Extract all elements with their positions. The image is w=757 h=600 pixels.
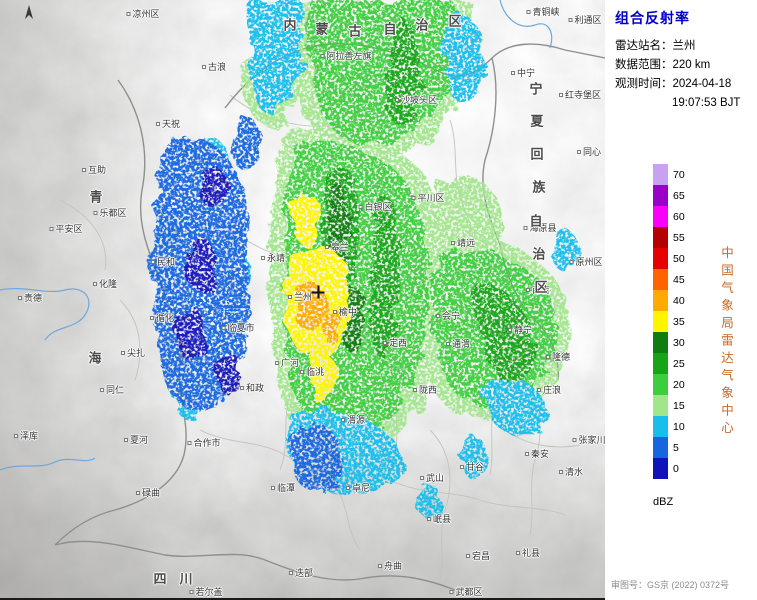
legend-swatch-45dbz: [653, 269, 668, 290]
radar-echo-40dbz: [322, 307, 341, 343]
legend-value: 5: [673, 441, 679, 454]
legend-value: 70: [673, 168, 685, 181]
legend-swatch-10dbz: [653, 416, 668, 437]
radar-echo-0dbz: [175, 307, 206, 359]
radar-echo-30dbz: [329, 183, 350, 264]
legend-value: 30: [673, 336, 685, 349]
north-arrow-icon: [25, 5, 33, 19]
map-approval-number: 审图号：GS京 (2022) 0372号: [611, 580, 730, 590]
legend-value: 20: [673, 378, 685, 391]
legend-row-50dbz: 50: [653, 248, 685, 269]
legend-value: 15: [673, 399, 685, 412]
legend-row-60dbz: 60: [653, 206, 685, 227]
radar-map: 凉州区 古浪 阿拉善左旗 青铜峡 利通区 中宁 红寺堡区 沙坡头区 同心 天祝 互助 乐都区 平安区 民和…: [0, 0, 605, 600]
obs-clock-value: 19:07:53 BJT: [672, 97, 741, 109]
product-title: 组合反射率: [615, 10, 690, 26]
legend-row-30dbz: 30: [653, 332, 685, 353]
radar-echo-0dbz: [216, 352, 242, 394]
legend-row-0dbz: 0: [653, 458, 685, 479]
legend-swatch-60dbz: [653, 206, 668, 227]
legend-row-15dbz: 15: [653, 395, 685, 416]
rivers: [0, 0, 553, 471]
legend-row-5dbz: 5: [653, 437, 685, 458]
radar-echo-25dbz: [371, 194, 400, 360]
legend-swatch-35dbz: [653, 311, 668, 332]
legend-row-55dbz: 55: [653, 227, 685, 248]
radar-echo-5dbz: [290, 421, 343, 493]
radar-echo-0dbz: [201, 167, 227, 209]
legend-row-10dbz: 10: [653, 416, 685, 437]
legend-swatch-55dbz: [653, 227, 668, 248]
obs-date-value: 2024-04-18: [672, 78, 732, 90]
station-name-label: 雷达站名：: [615, 40, 673, 52]
data-range-label: 数据范围：: [615, 59, 673, 71]
product-info: 雷达站名：兰州 数据范围：220 km 观测时间：2024-04-18 19:0…: [615, 37, 740, 113]
radar-echo-15dbz: [435, 175, 504, 257]
info-panel: 组合反射率 雷达站名：兰州 数据范围：220 km 观测时间：2024-04-1…: [605, 0, 757, 600]
radar-echo-20dbz: [307, 0, 460, 146]
radar-echo-10dbz: [484, 375, 546, 436]
reflectivity-legend: 70 65 60 55 50 45 40 35 30 25 20 15 10 5 0: [653, 164, 685, 479]
legend-row-65dbz: 65: [653, 185, 685, 206]
legend-swatch-5dbz: [653, 437, 668, 458]
obs-time-row: 观测时间：2024-04-18: [615, 75, 740, 94]
legend-row-40dbz: 40: [653, 290, 685, 311]
radar-echo-35dbz: [294, 192, 320, 245]
legend-value: 65: [673, 189, 685, 202]
map-frame-line: [0, 598, 605, 600]
radar-echo-25dbz: [473, 283, 534, 385]
legend-row-70dbz: 70: [653, 164, 685, 185]
legend-swatch-65dbz: [653, 185, 668, 206]
legend-value: 40: [673, 294, 685, 307]
legend-row-35dbz: 35: [653, 311, 685, 332]
legend-value: 25: [673, 357, 685, 370]
legend-value: 60: [673, 210, 685, 223]
obs-time-label: 观测时间：: [615, 78, 673, 90]
legend-swatch-40dbz: [653, 290, 668, 311]
station-name-value: 兰州: [672, 40, 696, 52]
radar-echo-0dbz: [185, 237, 216, 289]
radar-echo-35dbz: [310, 353, 336, 406]
radar-station-marker: [311, 285, 325, 299]
radar-echo-10dbz: [444, 14, 484, 104]
radar-echo-10dbz: [248, 0, 302, 112]
station-name-row: 雷达站名：兰州: [615, 37, 740, 56]
legend-swatch-15dbz: [653, 395, 668, 416]
legend-row-45dbz: 45: [653, 269, 685, 290]
radar-echo-layer: [152, 0, 579, 517]
legend-value: 55: [673, 231, 685, 244]
radar-echo-10dbz: [416, 484, 441, 517]
legend-value: 0: [673, 462, 679, 475]
legend-value: 10: [673, 420, 685, 433]
legend-swatch-30dbz: [653, 332, 668, 353]
legend-swatch-20dbz: [653, 374, 668, 395]
map-canvas: [0, 0, 605, 600]
data-range-row: 数据范围：220 km: [615, 56, 740, 75]
legend-value: 45: [673, 273, 685, 286]
legend-row-20dbz: 20: [653, 374, 685, 395]
radar-echo-10dbz: [461, 437, 490, 479]
radar-echo-5dbz: [232, 117, 263, 171]
legend-swatch-50dbz: [653, 248, 668, 269]
legend-swatch-70dbz: [653, 164, 668, 185]
legend-swatch-25dbz: [653, 353, 668, 374]
data-range-value: 220 km: [672, 59, 711, 71]
legend-row-25dbz: 25: [653, 353, 685, 374]
legend-value: 35: [673, 315, 685, 328]
legend-value: 50: [673, 252, 685, 265]
legend-swatch-0dbz: [653, 458, 668, 479]
legend-unit-label: dBZ: [653, 496, 674, 508]
watermark-text: 中国气象局雷达气象中心: [719, 246, 733, 439]
